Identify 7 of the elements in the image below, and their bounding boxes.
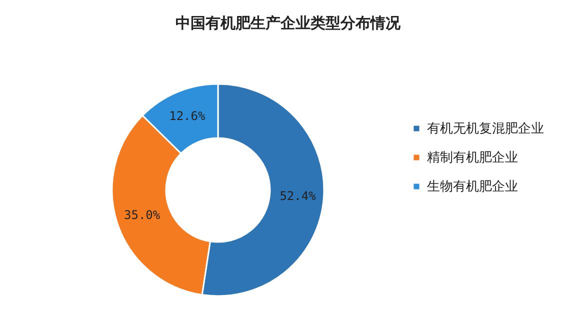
data-label: 35.0% (124, 208, 161, 222)
chart-title: 中国有机肥生产企业类型分布情况 (176, 14, 402, 32)
legend-label: 精制有机肥企业 (427, 150, 518, 166)
legend-label: 有机无机复混肥企业 (427, 122, 544, 136)
data-label: 12.6% (169, 109, 206, 124)
data-label: 52.4% (280, 189, 317, 204)
legend-label: 生物有机肥企业 (427, 180, 518, 194)
